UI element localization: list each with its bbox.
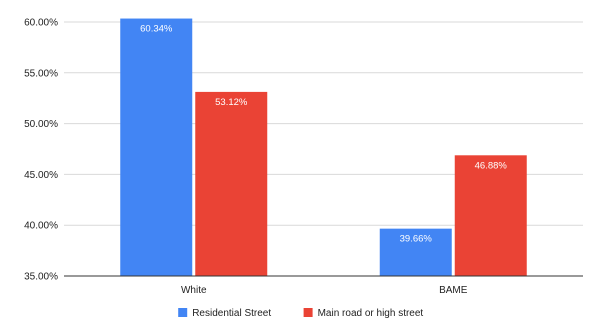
data-label: 53.12% [215, 97, 248, 108]
bar-residential-street-white [120, 18, 193, 277]
data-label: 39.66% [400, 234, 433, 245]
legend-label: Main road or high street [318, 308, 424, 319]
x-category-label: White [181, 285, 207, 296]
y-tick-label: 55.00% [24, 68, 58, 79]
y-tick-label: 60.00% [24, 18, 58, 29]
legend-label: Residential Street [192, 308, 271, 319]
data-label: 60.34% [140, 24, 173, 35]
x-category-label: BAME [439, 285, 468, 296]
bar-main-road-or-high-street-bame [454, 155, 527, 276]
y-tick-label: 40.00% [24, 221, 58, 232]
data-label: 46.88% [475, 160, 508, 171]
y-tick-label: 45.00% [24, 170, 58, 181]
legend-swatch-0 [178, 308, 188, 317]
y-tick-label: 35.00% [24, 272, 58, 283]
bar-main-road-or-high-street-white [195, 91, 268, 276]
y-tick-label: 50.00% [24, 119, 58, 130]
legend-swatch-1 [303, 308, 313, 317]
bar-residential-street-bame [379, 228, 452, 276]
